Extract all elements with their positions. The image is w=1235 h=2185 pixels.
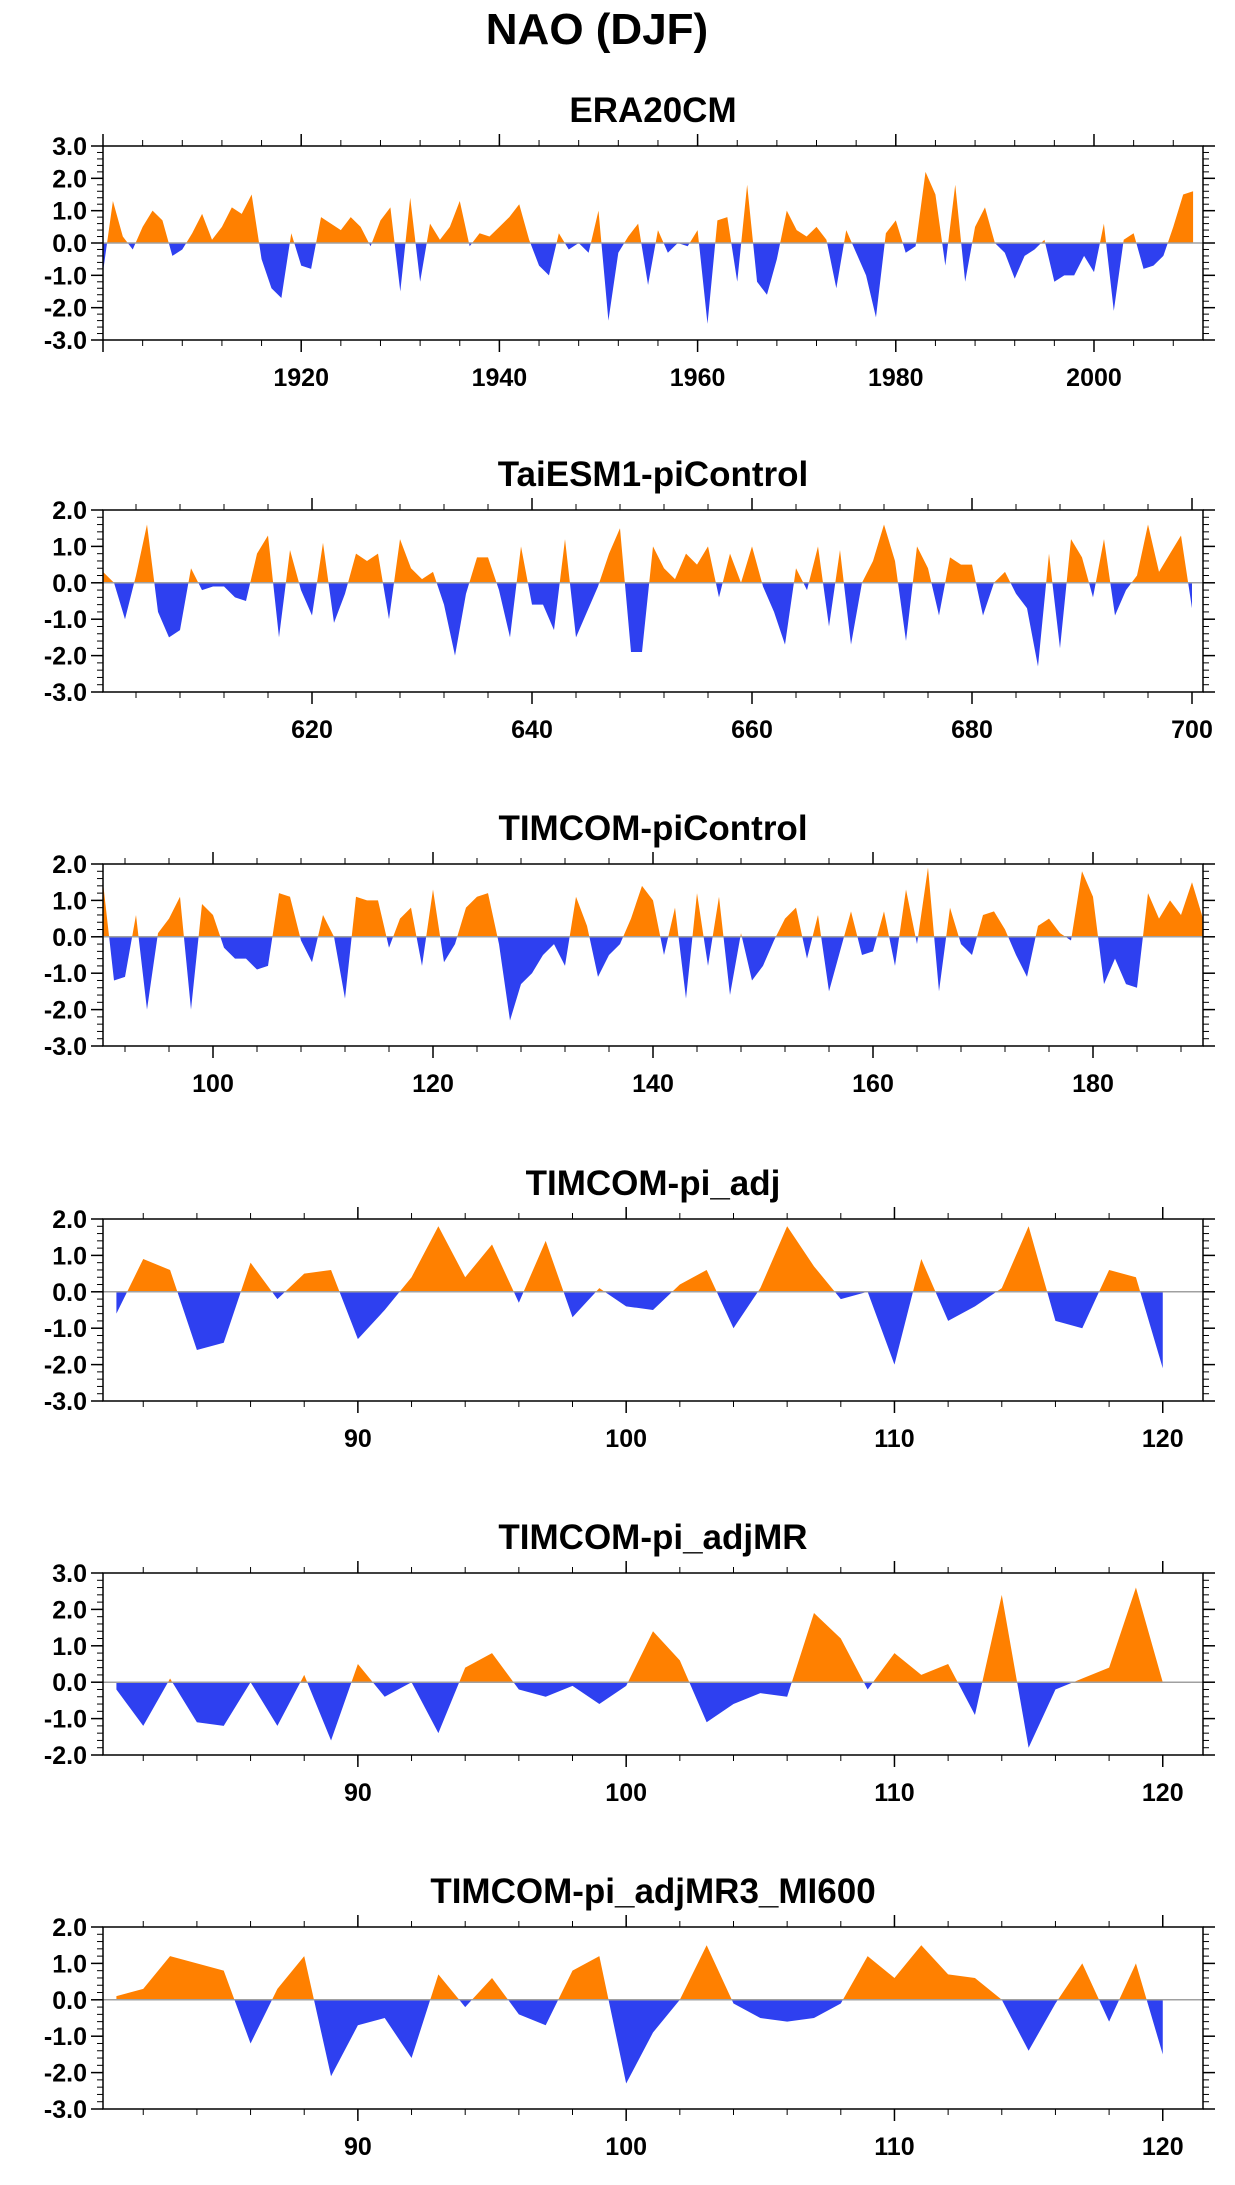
plot-frame: [102, 1572, 1204, 1756]
x-tick-label: 1980: [868, 364, 924, 392]
y-tick-label: -2.0: [44, 2060, 87, 2088]
x-tick-label: 100: [605, 1425, 647, 1453]
x-tick-label: 120: [1142, 1779, 1184, 1807]
panel-5: TIMCOM-pi_adjMR 3.0 2.0 1.0 0.0 -1.0 -2.0 90 100…: [44, 1518, 1215, 1807]
positive-area: [103, 867, 1203, 937]
y-tick-label: 3.0: [52, 133, 87, 161]
panel-title: ERA20CM: [569, 91, 736, 130]
panel-title: TIMCOM-pi_adjMR: [498, 1518, 807, 1557]
x-tick-label: 120: [1142, 1425, 1184, 1453]
y-tick-label: 0.0: [52, 1987, 87, 2015]
y-tick-label: 0.0: [52, 1279, 87, 1307]
x-tick-label: 620: [291, 716, 333, 744]
y-tick-label: -1.0: [44, 262, 87, 290]
x-tick-label: 90: [344, 2133, 372, 2161]
x-tick-label: 110: [874, 1425, 914, 1453]
x-tick-label: 1940: [472, 364, 528, 392]
positive-area: [103, 524, 1192, 583]
negative-area: [234, 1999, 1163, 2084]
plot-frame: [102, 1218, 1204, 1402]
y-tick-label: -3.0: [44, 679, 87, 707]
negative-area: [116, 1682, 1163, 1748]
x-tick-label: 2000: [1066, 364, 1122, 392]
panels: ERA20CM 3.0 2.0 1.0 0.0 -1.0 -2.0 -3.0 1920 1940 1…: [44, 91, 1215, 2161]
negative-area: [103, 936, 1203, 1021]
y-tick-label: -2.0: [44, 1352, 87, 1380]
y-tick-label: 2.0: [52, 165, 87, 193]
y-tick-label: -1.0: [44, 1706, 87, 1734]
x-tick-label: 120: [1142, 2133, 1184, 2161]
positive-area: [168, 1587, 1163, 1683]
y-tick-label: -1.0: [44, 1315, 87, 1343]
x-tick-label: 1920: [273, 364, 329, 392]
y-tick-label: 3.0: [52, 1560, 87, 1588]
y-tick-label: -3.0: [44, 327, 87, 355]
y-tick-label: 1.0: [52, 533, 87, 561]
y-tick-label: -1.0: [44, 2023, 87, 2051]
y-tick-label: -2.0: [44, 295, 87, 323]
panel-title: TIMCOM-pi_adj: [526, 1164, 781, 1203]
x-tick-label: 110: [874, 2133, 914, 2161]
y-tick-label: 1.0: [52, 198, 87, 226]
x-tick-label: 90: [344, 1779, 372, 1807]
panel-title: TIMCOM-pi_adjMR3_MI600: [430, 1872, 875, 1911]
plot-frame: [102, 1926, 1204, 2110]
x-tick-label: 680: [951, 716, 993, 744]
y-tick-label: -3.0: [44, 1033, 87, 1061]
positive-area: [103, 171, 1194, 243]
panel-3: TIMCOM-piControl 2.0 1.0 0.0 -1.0 -2.0 -3.0 100…: [44, 809, 1215, 1098]
panel-6: TIMCOM-pi_adjMR3_MI600 2.0 1.0 0.0 -1.0 -2.0 -…: [44, 1872, 1215, 2161]
y-tick-label: 0.0: [52, 924, 87, 952]
y-tick-label: -2.0: [44, 1742, 87, 1770]
x-tick-label: 100: [192, 1070, 234, 1098]
negative-area: [103, 243, 1194, 324]
y-tick-label: 2.0: [52, 1914, 87, 1942]
panel-2: TaiESM1-piControl 2.0 1.0 0.0 -1.0 -2.0 -3.0 62…: [44, 455, 1215, 744]
x-tick-label: 140: [632, 1070, 674, 1098]
plot-frame: [102, 509, 1204, 693]
panel-title: TIMCOM-piControl: [498, 809, 807, 848]
panel-1: ERA20CM 3.0 2.0 1.0 0.0 -1.0 -2.0 -3.0 1920 1940 1…: [44, 91, 1215, 392]
x-tick-label: 160: [852, 1070, 894, 1098]
panel-title: TaiESM1-piControl: [498, 455, 808, 494]
y-tick-label: 2.0: [52, 497, 87, 525]
negative-area: [116, 1291, 1163, 1369]
x-tick-label: 110: [874, 1779, 914, 1807]
x-tick-label: 100: [605, 2133, 647, 2161]
y-tick-label: 1.0: [52, 1950, 87, 1978]
x-tick-label: 90: [344, 1425, 372, 1453]
y-tick-label: 2.0: [52, 1206, 87, 1234]
x-tick-label: 1960: [670, 364, 726, 392]
x-tick-label: 120: [412, 1070, 454, 1098]
x-tick-label: 700: [1171, 716, 1213, 744]
panel-4: TIMCOM-pi_adj 2.0 1.0 0.0 -1.0 -2.0 -3.0 90 100 1…: [44, 1164, 1215, 1453]
y-tick-label: 1.0: [52, 887, 87, 915]
positive-area: [116, 1945, 1163, 2000]
x-tick-label: 180: [1072, 1070, 1114, 1098]
y-tick-label: 1.0: [52, 1633, 87, 1661]
x-tick-label: 640: [511, 716, 553, 744]
figure-title: NAO (DJF): [486, 5, 708, 54]
x-tick-label: 660: [731, 716, 773, 744]
y-tick-label: -1.0: [44, 960, 87, 988]
y-tick-label: -1.0: [44, 606, 87, 634]
y-tick-label: 2.0: [52, 1596, 87, 1624]
y-tick-label: -2.0: [44, 643, 87, 671]
y-tick-label: 0.0: [52, 570, 87, 598]
y-tick-label: 0.0: [52, 230, 87, 258]
y-tick-label: 2.0: [52, 851, 87, 879]
y-tick-label: -2.0: [44, 997, 87, 1025]
y-tick-label: 0.0: [52, 1669, 87, 1697]
y-tick-label: -3.0: [44, 2096, 87, 2124]
y-tick-label: 1.0: [52, 1242, 87, 1270]
x-tick-label: 100: [605, 1779, 647, 1807]
y-tick-label: -3.0: [44, 1388, 87, 1416]
